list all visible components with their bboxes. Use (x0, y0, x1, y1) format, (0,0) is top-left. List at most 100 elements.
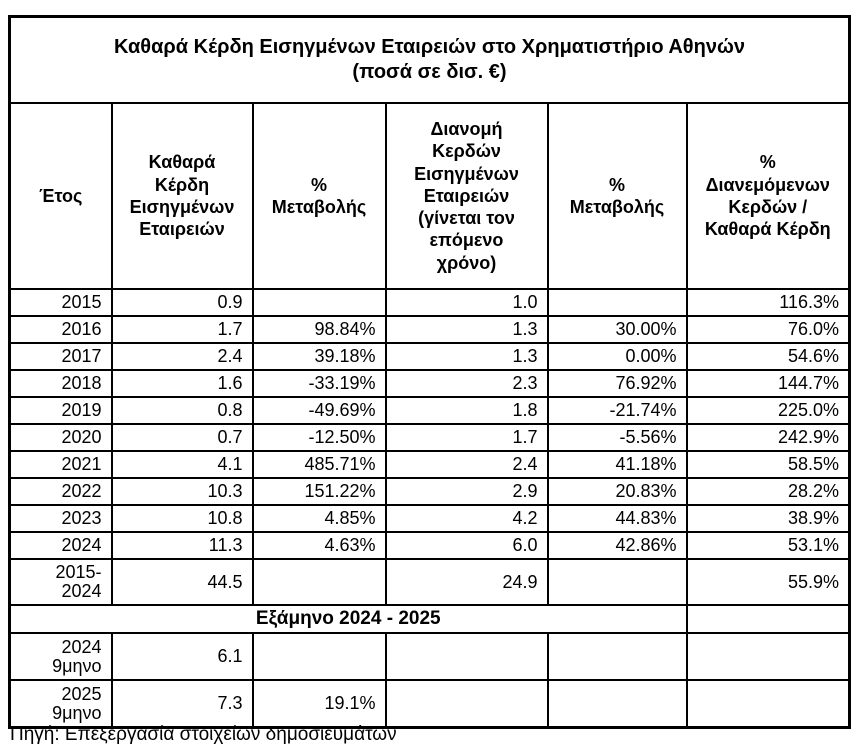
net-profit-cell: 0.9 (110, 288, 254, 317)
table-row-2020: 2020 0.7 -12.50% 1.7 -5.56% 242.9% (8, 423, 851, 452)
table-row-2021: 2021 4.1 485.71% 2.4 41.18% 58.5% (8, 450, 851, 479)
table-row-2024-9m: 2024 9μηνο 6.1 (8, 632, 851, 681)
year-cell: 2020 (8, 423, 113, 452)
dist-change-cell: 42.86% (546, 531, 688, 560)
year-cell: 2024 (8, 531, 113, 560)
net-profit-cell: 10.3 (110, 477, 254, 506)
net-profit-cell: 4.1 (110, 450, 254, 479)
table-row-2016: 2016 1.7 98.84% 1.3 30.00% 76.0% (8, 315, 851, 344)
distribution-cell: 4.2 (384, 504, 549, 533)
distribution-cell: 1.7 (384, 423, 549, 452)
dist-change-cell (546, 558, 688, 606)
year-cell: 2022 (8, 477, 113, 506)
payout-ratio-cell: 54.6% (685, 342, 851, 371)
source-note: Πηγή: Επεξεργασία στοιχείων δημοσιευμάτω… (10, 724, 397, 745)
payout-ratio-cell: 28.2% (685, 477, 851, 506)
payout-ratio-cell: 242.9% (685, 423, 851, 452)
col-header-net-change: % Μεταβολής (251, 102, 387, 290)
net-change-cell: 151.22% (251, 477, 387, 506)
net-profit-cell: 6.1 (110, 632, 254, 681)
net-change-cell: -12.50% (251, 423, 387, 452)
dist-change-cell: 20.83% (546, 477, 688, 506)
title-row: Καθαρά Κέρδη Εισηγμένων Εταιρειών στο Χρ… (8, 15, 851, 104)
distribution-cell: 2.3 (384, 369, 549, 398)
net-change-cell (251, 288, 387, 317)
dist-change-cell: 44.83% (546, 504, 688, 533)
dist-change-cell: 41.18% (546, 450, 688, 479)
net-change-cell: 4.63% (251, 531, 387, 560)
year-cell: 2015 (8, 288, 113, 317)
payout-ratio-cell (685, 632, 851, 681)
payout-ratio-cell: 58.5% (685, 450, 851, 479)
distribution-cell: 2.4 (384, 450, 549, 479)
net-change-cell: 485.71% (251, 450, 387, 479)
year-cell: 2021 (8, 450, 113, 479)
col-header-year: Έτος (8, 102, 113, 290)
col-header-distribution: Διανομή Κερδών Εισηγμένων Εταιρειών (γίν… (384, 102, 549, 290)
section-row-halfyear: Εξάμηνο 2024 - 2025 (8, 604, 851, 634)
table-row-2023: 2023 10.8 4.85% 4.2 44.83% 38.9% (8, 504, 851, 533)
net-profit-cell: 1.7 (110, 315, 254, 344)
net-change-cell: -33.19% (251, 369, 387, 398)
table-row-2022: 2022 10.3 151.22% 2.9 20.83% 28.2% (8, 477, 851, 506)
dist-change-cell: -21.74% (546, 396, 688, 425)
net-change-cell: 19.1% (251, 679, 387, 729)
net-profit-cell: 7.3 (110, 679, 254, 729)
col-header-payout-ratio: % Διανεμόμενων Κερδών / Καθαρά Κέρδη (685, 102, 851, 290)
distribution-cell: 1.8 (384, 396, 549, 425)
empty-cell (685, 604, 851, 634)
table-row-total-2015-2024: 2015- 2024 44.5 24.9 55.9% (8, 558, 851, 606)
table-title: Καθαρά Κέρδη Εισηγμένων Εταιρειών στο Χρ… (8, 15, 851, 104)
year-cell: 2024 9μηνο (8, 632, 113, 681)
table-row-2017: 2017 2.4 39.18% 1.3 0.00% 54.6% (8, 342, 851, 371)
distribution-cell: 24.9 (384, 558, 549, 606)
distribution-cell (384, 632, 549, 681)
payout-ratio-cell: 38.9% (685, 504, 851, 533)
dist-change-cell (546, 632, 688, 681)
net-change-cell: 39.18% (251, 342, 387, 371)
year-cell: 2023 (8, 504, 113, 533)
dist-change-cell (546, 679, 688, 729)
payout-ratio-cell: 55.9% (685, 558, 851, 606)
dist-change-cell: 30.00% (546, 315, 688, 344)
payout-ratio-cell: 116.3% (685, 288, 851, 317)
dist-change-cell: 0.00% (546, 342, 688, 371)
table-row-2015: 2015 0.9 1.0 116.3% (8, 288, 851, 317)
table-row-2019: 2019 0.8 -49.69% 1.8 -21.74% 225.0% (8, 396, 851, 425)
table-row-2018: 2018 1.6 -33.19% 2.3 76.92% 144.7% (8, 369, 851, 398)
net-change-cell: 4.85% (251, 504, 387, 533)
table-row-2024: 2024 11.3 4.63% 6.0 42.86% 53.1% (8, 531, 851, 560)
year-cell: 2017 (8, 342, 113, 371)
net-change-cell (251, 558, 387, 606)
year-cell: 2018 (8, 369, 113, 398)
payout-ratio-cell (685, 679, 851, 729)
net-profit-cell: 0.7 (110, 423, 254, 452)
net-profit-cell: 2.4 (110, 342, 254, 371)
distribution-cell: 6.0 (384, 531, 549, 560)
year-cell: 2025 9μηνο (8, 679, 113, 729)
dist-change-cell (546, 288, 688, 317)
net-change-cell: -49.69% (251, 396, 387, 425)
distribution-cell: 1.3 (384, 342, 549, 371)
dist-change-cell: -5.56% (546, 423, 688, 452)
year-cell: 2015- 2024 (8, 558, 113, 606)
section-label: Εξάμηνο 2024 - 2025 (8, 604, 688, 634)
year-cell: 2016 (8, 315, 113, 344)
net-change-cell (251, 632, 387, 681)
net-profit-cell: 1.6 (110, 369, 254, 398)
dist-change-cell: 76.92% (546, 369, 688, 398)
distribution-cell (384, 679, 549, 729)
net-profits-table: Καθαρά Κέρδη Εισηγμένων Εταιρειών στο Χρ… (8, 15, 852, 729)
table-row-2025-9m: 2025 9μηνο 7.3 19.1% (8, 679, 851, 729)
net-profit-cell: 11.3 (110, 531, 254, 560)
net-profit-cell: 0.8 (110, 396, 254, 425)
payout-ratio-cell: 144.7% (685, 369, 851, 398)
header-row: Έτος Καθαρά Κέρδη Εισηγμένων Εταιρειών %… (8, 102, 851, 290)
distribution-cell: 1.3 (384, 315, 549, 344)
col-header-net-profits: Καθαρά Κέρδη Εισηγμένων Εταιρειών (110, 102, 254, 290)
payout-ratio-cell: 225.0% (685, 396, 851, 425)
col-header-dist-change: % Μεταβολής (546, 102, 688, 290)
net-change-cell: 98.84% (251, 315, 387, 344)
distribution-cell: 2.9 (384, 477, 549, 506)
